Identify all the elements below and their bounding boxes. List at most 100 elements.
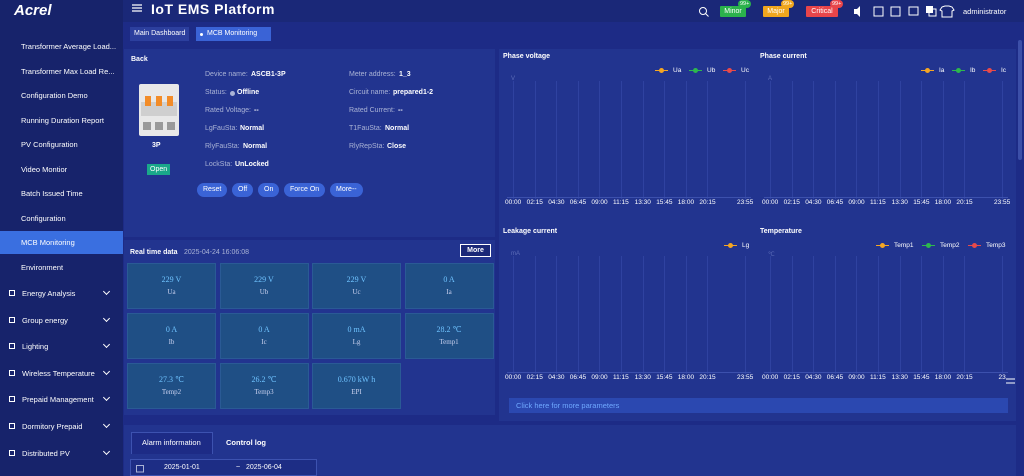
menu-group[interactable]: Dormitory Prepaid bbox=[22, 422, 83, 431]
data-cell bbox=[219, 313, 309, 359]
grid-line bbox=[534, 81, 536, 199]
menu-item[interactable]: Running Duration Report bbox=[21, 115, 104, 125]
axis-line bbox=[764, 372, 1008, 373]
field-value: Normal bbox=[243, 143, 268, 150]
grid-line bbox=[664, 81, 666, 199]
cell-name: Ub bbox=[259, 288, 269, 296]
cell-value: 26.2 ℃ bbox=[251, 375, 277, 384]
x-tick-label: 13:30 bbox=[891, 199, 908, 206]
menu-group[interactable]: Energy Analysis bbox=[22, 289, 76, 298]
scrollbar[interactable] bbox=[1018, 40, 1022, 160]
tab[interactable]: Main Dashboard bbox=[130, 27, 190, 41]
more-button[interactable]: More bbox=[460, 244, 491, 257]
legend-dot bbox=[987, 68, 992, 73]
cell-value: 229 V bbox=[161, 275, 182, 284]
user-name[interactable]: administrator bbox=[963, 7, 1007, 16]
bottom-tab[interactable]: Control log bbox=[226, 438, 266, 447]
cell-name: Ib bbox=[168, 338, 175, 346]
legend-dot bbox=[659, 68, 664, 73]
bottom-tab-active bbox=[131, 432, 213, 454]
back-link[interactable]: Back bbox=[131, 56, 148, 63]
chart-title: Temperature bbox=[760, 228, 802, 235]
menu-active-bg bbox=[0, 231, 123, 254]
x-tick-label: 18:00 bbox=[934, 374, 952, 381]
data-cell bbox=[404, 263, 494, 309]
menu-item[interactable]: PV Configuration bbox=[21, 140, 78, 149]
alarm-badge[interactable]: Major bbox=[763, 6, 789, 17]
legend-dot bbox=[727, 68, 732, 73]
cell-name: Temp2 bbox=[161, 388, 182, 396]
x-tick-label: 02:15 bbox=[526, 199, 543, 206]
menu-item[interactable]: Batch Issued Time bbox=[21, 189, 83, 198]
device-model: 3P bbox=[152, 142, 161, 149]
cell-name: EPI bbox=[351, 388, 362, 396]
x-tick-label: 20:15 bbox=[699, 374, 716, 381]
grid-line bbox=[1002, 81, 1003, 199]
grid-line bbox=[642, 256, 644, 374]
field-label: T1FauSta: bbox=[349, 125, 382, 132]
grid-line bbox=[770, 81, 771, 199]
action-button[interactable]: On bbox=[258, 183, 280, 197]
data-cell bbox=[404, 313, 494, 359]
axis-line bbox=[507, 197, 751, 198]
grid-line bbox=[1002, 256, 1003, 374]
field-label: RlyFauSta: bbox=[205, 143, 240, 150]
action-button[interactable]: Off bbox=[232, 183, 254, 197]
legend-label: Lg bbox=[742, 242, 750, 249]
cell-name: Temp3 bbox=[254, 388, 274, 396]
menu-item[interactable]: Configuration Demo bbox=[21, 91, 88, 100]
field-value: Normal bbox=[385, 125, 410, 132]
x-tick-label: 13:30 bbox=[891, 374, 908, 381]
axis-line bbox=[507, 372, 751, 373]
data-cell bbox=[219, 363, 309, 409]
grid-line bbox=[899, 81, 901, 199]
data-cell bbox=[127, 363, 216, 409]
grid-line bbox=[599, 256, 601, 374]
field-label: LockSta: bbox=[205, 161, 233, 168]
menu-item[interactable]: Transformer Average Load... bbox=[21, 42, 117, 51]
menu-icon[interactable] bbox=[131, 2, 143, 14]
menu-item[interactable]: MCB Monitoring bbox=[21, 238, 75, 247]
x-tick-label: 00:00 bbox=[505, 374, 522, 381]
cell-name: Ua bbox=[167, 288, 176, 296]
grid-line bbox=[834, 256, 836, 374]
data-cell bbox=[312, 363, 401, 409]
menu-group[interactable]: Wireless Temperature bbox=[22, 368, 95, 378]
axis-line bbox=[764, 197, 1008, 198]
alarm-badge[interactable]: Minor bbox=[720, 6, 746, 17]
menu-group[interactable]: Lighting bbox=[22, 342, 49, 352]
grid-line bbox=[770, 256, 771, 374]
x-tick-label: 06:45 bbox=[569, 199, 587, 206]
calendar-icon bbox=[136, 465, 144, 473]
action-button[interactable]: More-- bbox=[330, 183, 363, 197]
grid-line bbox=[513, 81, 514, 199]
menu-item[interactable]: Transformer Max Load Re... bbox=[21, 66, 115, 76]
menu-item[interactable]: Configuration bbox=[21, 213, 66, 223]
action-button[interactable]: Force On bbox=[284, 183, 326, 197]
x-tick-label: 04:30 bbox=[548, 199, 565, 206]
legend-label: Ub bbox=[707, 67, 716, 74]
grid-line bbox=[942, 81, 944, 199]
field-label: Rated Voltage: bbox=[205, 107, 251, 114]
field-label: Rated Current: bbox=[349, 107, 395, 114]
menu-icon bbox=[9, 290, 15, 296]
more-params[interactable]: Click here for more parameters bbox=[516, 401, 620, 410]
x-tick-label: 00:00 bbox=[762, 199, 779, 206]
action-button[interactable]: Reset bbox=[197, 183, 228, 197]
menu-group[interactable]: Group energy bbox=[22, 315, 68, 325]
x-tick-label: 02:15 bbox=[783, 374, 800, 381]
realtime-title: Real time data bbox=[130, 249, 178, 256]
tab-active[interactable]: MCB Monitoring bbox=[196, 27, 272, 41]
cell-name: Lg bbox=[352, 338, 361, 346]
menu-group[interactable]: Distributed PV bbox=[22, 448, 70, 458]
menu-group[interactable]: Prepaid Management bbox=[22, 395, 94, 405]
menu-item[interactable]: Video Montior bbox=[21, 164, 68, 174]
data-cell bbox=[312, 313, 401, 359]
x-tick-label: 15:45 bbox=[913, 199, 930, 206]
bottom-tab[interactable]: Alarm information bbox=[142, 438, 201, 447]
filter-icon[interactable] bbox=[1006, 377, 1016, 385]
menu-item[interactable]: Environment bbox=[21, 262, 64, 272]
alarm-count: 99+ bbox=[781, 0, 795, 8]
alarm-badge[interactable]: Critical bbox=[806, 6, 838, 17]
date-range-box[interactable] bbox=[130, 459, 317, 476]
